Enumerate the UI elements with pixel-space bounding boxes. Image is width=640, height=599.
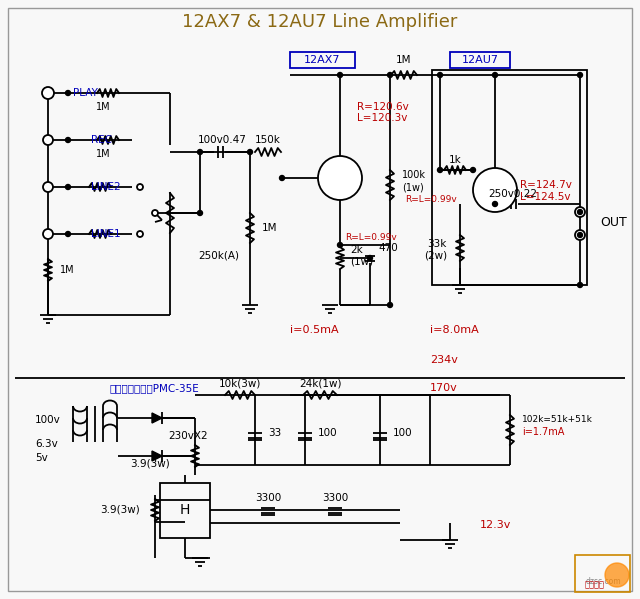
Text: H: H	[180, 504, 190, 518]
Circle shape	[152, 210, 158, 216]
Text: 250v0.22: 250v0.22	[488, 189, 538, 199]
Text: 1M: 1M	[262, 223, 278, 233]
Circle shape	[137, 184, 143, 190]
Circle shape	[438, 72, 442, 77]
Circle shape	[575, 230, 585, 240]
Circle shape	[367, 256, 372, 261]
Circle shape	[577, 283, 582, 288]
Circle shape	[438, 168, 442, 173]
Circle shape	[280, 176, 285, 180]
Text: 33k: 33k	[428, 239, 447, 249]
Text: 3300: 3300	[322, 493, 348, 503]
Text: 170v: 170v	[430, 383, 458, 393]
Text: LINE2: LINE2	[91, 182, 120, 192]
Text: L=124.5v: L=124.5v	[520, 192, 570, 202]
Bar	[432, 70, 587, 285]
Circle shape	[473, 168, 517, 212]
Text: 100v: 100v	[35, 415, 61, 425]
Text: (2w): (2w)	[424, 251, 447, 261]
Circle shape	[470, 168, 476, 173]
Text: LINE1: LINE1	[91, 229, 120, 239]
Text: 1M: 1M	[96, 102, 110, 112]
Text: R=124.7v: R=124.7v	[520, 180, 572, 190]
Text: i=1.7mA: i=1.7mA	[522, 427, 564, 437]
Text: R=L=0.99v: R=L=0.99v	[405, 195, 457, 204]
Text: 150k: 150k	[255, 135, 281, 145]
Text: 33: 33	[268, 428, 281, 438]
Text: REC: REC	[91, 135, 112, 145]
Text: ノグチトランスPMC-35E: ノグチトランスPMC-35E	[110, 383, 200, 393]
Text: 維庫一下: 維庫一下	[585, 580, 605, 589]
Text: 24k(1w): 24k(1w)	[299, 379, 341, 389]
Circle shape	[577, 232, 582, 237]
Circle shape	[65, 184, 70, 189]
Text: 12.3v: 12.3v	[480, 520, 511, 530]
Text: L=120.3v: L=120.3v	[357, 113, 408, 123]
Circle shape	[65, 90, 70, 95]
Text: 2k: 2k	[350, 245, 363, 255]
Text: 234v: 234v	[430, 355, 458, 365]
Text: 1M: 1M	[60, 265, 75, 275]
Text: 12AX7: 12AX7	[304, 55, 340, 65]
Text: OUT: OUT	[600, 216, 627, 229]
Text: 100: 100	[318, 428, 338, 438]
Text: i=0.5mA: i=0.5mA	[290, 325, 339, 335]
Bar	[160, 483, 210, 538]
Text: 230vX2: 230vX2	[168, 431, 207, 441]
Text: 100k: 100k	[402, 170, 426, 180]
Text: 100: 100	[393, 428, 413, 438]
Text: 3300: 3300	[255, 493, 281, 503]
Circle shape	[318, 156, 362, 200]
Circle shape	[65, 231, 70, 237]
Text: 102k=51k+51k: 102k=51k+51k	[522, 416, 593, 425]
Text: (1w): (1w)	[402, 182, 424, 192]
Text: dzsc.com: dzsc.com	[585, 577, 621, 586]
Circle shape	[43, 135, 53, 145]
Bar	[290, 52, 355, 68]
Text: 10k(3w): 10k(3w)	[219, 379, 261, 389]
Circle shape	[198, 210, 202, 216]
Text: 12AU7: 12AU7	[461, 55, 499, 65]
Text: 5v: 5v	[35, 453, 48, 463]
Polygon shape	[152, 413, 162, 423]
Circle shape	[493, 201, 497, 207]
Circle shape	[248, 150, 253, 155]
Text: 1k: 1k	[449, 155, 461, 165]
Text: 250k(A): 250k(A)	[198, 250, 239, 260]
Text: R=L=0.99v: R=L=0.99v	[345, 232, 397, 241]
Circle shape	[605, 563, 629, 587]
Text: 1M: 1M	[96, 149, 110, 159]
Circle shape	[575, 207, 585, 217]
Text: R=120.6v: R=120.6v	[357, 102, 409, 112]
Text: (1w): (1w)	[350, 257, 373, 267]
Bar	[450, 52, 510, 68]
Circle shape	[198, 150, 202, 155]
Text: 3.9(3w): 3.9(3w)	[100, 505, 140, 515]
Circle shape	[337, 72, 342, 77]
Text: 470: 470	[378, 243, 397, 253]
Text: 100v0.47: 100v0.47	[198, 135, 246, 145]
Polygon shape	[152, 451, 162, 461]
Circle shape	[137, 231, 143, 237]
Circle shape	[387, 302, 392, 307]
Text: 1M: 1M	[396, 55, 412, 65]
Text: PLAY: PLAY	[73, 88, 98, 98]
Circle shape	[493, 72, 497, 77]
Circle shape	[43, 182, 53, 192]
Circle shape	[65, 138, 70, 143]
Text: 6.3v: 6.3v	[35, 439, 58, 449]
Text: i=8.0mA: i=8.0mA	[430, 325, 479, 335]
Text: 12AX7 & 12AU7 Line Amplifier: 12AX7 & 12AU7 Line Amplifier	[182, 13, 458, 31]
Circle shape	[577, 72, 582, 77]
Text: 3.9(3w): 3.9(3w)	[131, 458, 170, 468]
Circle shape	[42, 87, 54, 99]
Circle shape	[43, 229, 53, 239]
Circle shape	[387, 72, 392, 77]
Circle shape	[577, 210, 582, 214]
Circle shape	[337, 243, 342, 247]
Bar	[575, 555, 630, 592]
